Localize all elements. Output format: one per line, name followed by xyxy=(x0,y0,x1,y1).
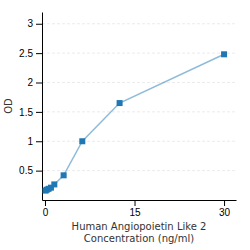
tick-mark xyxy=(36,112,42,113)
x-axis-title: Human Angiopoietin Like 2Concentration (… xyxy=(72,221,207,244)
tick-mark xyxy=(135,200,136,206)
tick-label: 15 xyxy=(129,207,141,218)
tick: 30 xyxy=(219,200,231,218)
grid-line xyxy=(42,23,236,24)
grid-line xyxy=(42,111,236,112)
tick-label: 1.5 xyxy=(19,107,33,118)
grid-line xyxy=(42,82,236,83)
tick-mark xyxy=(36,24,42,25)
axis-line xyxy=(43,200,237,201)
tick: 15 xyxy=(129,200,141,218)
x-axis: 0 15 30 xyxy=(43,200,237,218)
tick-label: 3 xyxy=(27,18,33,29)
grid xyxy=(42,24,236,171)
tick-mark xyxy=(224,200,225,206)
tick-mark xyxy=(36,83,42,84)
marker xyxy=(221,51,227,57)
marker xyxy=(61,172,67,178)
tick-label: 2 xyxy=(27,77,33,88)
tick: 2.5 xyxy=(19,48,42,59)
tick-mark xyxy=(45,200,46,206)
tick-label: 0 xyxy=(43,207,49,218)
grid-line xyxy=(42,53,236,54)
tick: 1.5 xyxy=(19,107,42,118)
chart: 0 15 30 0.5 1 1.5 2 2.5 3 Human Angiopoietin Like… xyxy=(0,0,250,250)
tick-mark xyxy=(36,53,42,54)
tick: 1 xyxy=(27,136,42,147)
tick: 0 xyxy=(43,200,49,218)
tick-label: 1 xyxy=(27,136,33,147)
marker xyxy=(79,138,85,144)
tick: 3 xyxy=(27,18,42,29)
tick: 2 xyxy=(27,77,42,88)
grid-line xyxy=(42,170,236,171)
data xyxy=(43,51,227,193)
tick-label: 0.5 xyxy=(19,165,33,176)
tick: 0.5 xyxy=(19,165,42,176)
tick-mark xyxy=(36,171,42,172)
marker xyxy=(117,100,123,106)
tick-mark xyxy=(36,141,42,142)
line xyxy=(46,54,224,190)
marker xyxy=(51,181,57,187)
y-axis-title: OD xyxy=(3,98,14,114)
axis-line xyxy=(42,13,43,201)
tick-label: 30 xyxy=(219,207,231,218)
y-axis: 0.5 1 1.5 2 2.5 3 xyxy=(19,13,42,201)
grid-line xyxy=(42,141,236,142)
tick-label: 2.5 xyxy=(19,48,33,59)
plot: 0 15 30 0.5 1 1.5 2 2.5 3 xyxy=(19,13,236,219)
